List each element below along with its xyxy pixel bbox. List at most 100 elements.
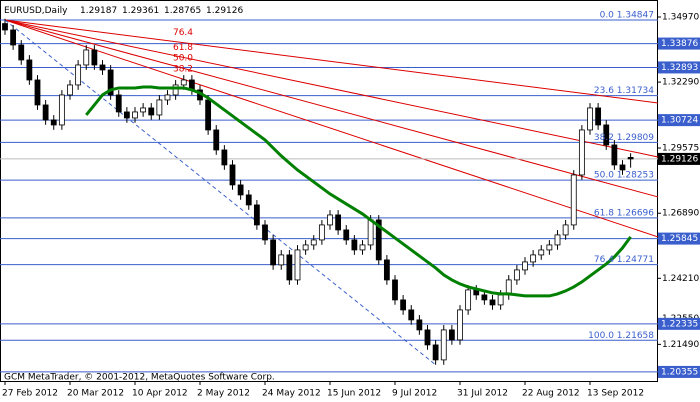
candle-body <box>570 174 577 226</box>
candle-body <box>67 84 73 96</box>
candle-body <box>115 94 122 113</box>
fan-line <box>4 19 659 104</box>
plot-frame <box>0 0 658 382</box>
candle-body <box>424 329 431 346</box>
candle-body <box>546 244 553 251</box>
candle-body <box>554 234 561 246</box>
price-box-label: 1.22335 <box>661 319 698 329</box>
candle-body <box>221 149 228 166</box>
x-tick-label: 9 Jul 2012 <box>392 389 437 399</box>
y-tick-label: 1.34970 <box>662 12 699 22</box>
y-tick-label: 1.24210 <box>662 274 699 284</box>
candle-body <box>351 239 358 251</box>
candle-body <box>262 224 268 241</box>
candle-body <box>603 124 610 146</box>
candle-body <box>205 99 212 131</box>
header: EURUSD,Daily 1.29187 1.29361 1.28765 1.2… <box>4 6 243 16</box>
fan-line <box>4 19 659 158</box>
candle-body <box>400 299 407 311</box>
fibo-label: 23.6 1.31734 <box>594 86 654 96</box>
candle-body <box>180 79 187 86</box>
x-tick-label: 20 Mar 2012 <box>67 389 124 399</box>
candle-body <box>278 254 285 266</box>
price-box-label: 1.20355 <box>661 367 698 377</box>
price-box-label: 1.33876 <box>661 39 698 49</box>
candle-body <box>489 299 496 306</box>
candle-body <box>91 49 98 66</box>
close-value: 1.29126 <box>206 6 243 16</box>
candle-body <box>50 119 57 126</box>
x-tick-label: 2 May 2012 <box>197 389 250 399</box>
fan-line <box>4 19 659 198</box>
candle-body <box>302 244 309 251</box>
candle-body <box>237 184 244 196</box>
y-tick-label: 1.29575 <box>662 144 699 154</box>
candle-body <box>83 49 90 66</box>
candle-body <box>34 79 41 106</box>
candle-body <box>595 107 602 126</box>
candle-body <box>530 254 537 263</box>
candle-body <box>587 107 593 131</box>
high-value: 1.29361 <box>122 6 159 16</box>
moving-average <box>85 85 632 298</box>
candle-body <box>270 239 277 266</box>
current-price-box <box>658 152 700 165</box>
fibo-label: 61.8 1.26696 <box>594 208 654 218</box>
candle-body <box>627 157 634 160</box>
candle-body <box>253 204 260 226</box>
candle-body <box>156 99 163 116</box>
price-box-label: 1.30724 <box>661 116 698 126</box>
candle-body <box>42 104 49 121</box>
candle-body <box>432 344 439 361</box>
x-tick-label: 31 Jul 2012 <box>457 389 508 399</box>
fan-label: 38.2 <box>173 65 193 75</box>
candle-body <box>440 329 447 361</box>
candle-body <box>26 59 33 81</box>
candle-body <box>245 194 252 206</box>
candle-body <box>578 129 585 176</box>
price-box <box>658 37 700 50</box>
candle-body <box>123 111 130 119</box>
candle-body <box>294 249 301 281</box>
x-tick-label: 27 Feb 2012 <box>2 389 58 399</box>
candle-body <box>416 319 423 331</box>
low-value: 1.28765 <box>164 6 201 16</box>
candle-body <box>107 69 114 96</box>
candle-body <box>286 254 293 281</box>
candle-body <box>359 244 366 251</box>
price-box <box>658 317 700 330</box>
candle-body <box>18 44 25 61</box>
y-tick-label: 1.26890 <box>662 209 699 219</box>
candle-body <box>392 279 398 301</box>
y-tick-label: 1.21490 <box>662 340 699 350</box>
candle-body <box>611 144 618 166</box>
candle-body <box>148 107 155 116</box>
candle-body <box>229 164 236 186</box>
y-tick-label: 1.32290 <box>662 78 699 88</box>
candle-body <box>99 64 106 71</box>
candle-body <box>522 261 528 271</box>
candle-body <box>448 329 455 341</box>
price-box <box>658 114 700 127</box>
watermark: GCM MetaTrader, © 2001-2012, MetaQuotes … <box>4 373 275 383</box>
fibo-label: 0.0 1.34847 <box>600 10 654 20</box>
fibo-label: 76.4 1.24771 <box>594 255 654 265</box>
price-box <box>658 232 700 245</box>
candle-body <box>383 259 390 281</box>
candle-body <box>375 219 382 261</box>
candle-body <box>408 309 415 321</box>
candle-body <box>327 214 333 226</box>
x-tick-label: 15 Jun 2012 <box>327 389 381 399</box>
candle-body <box>310 239 317 246</box>
candle-body <box>513 269 520 281</box>
candle-body <box>132 111 138 119</box>
candle-body <box>497 294 504 306</box>
fan-label: 50.0 <box>173 54 193 64</box>
symbol: EURUSD,Daily <box>4 6 68 16</box>
current-price-label: 1.29126 <box>661 154 698 164</box>
candle-body <box>465 289 472 311</box>
fibo-label: 50.0 1.28253 <box>594 171 654 181</box>
open-value: 1.29187 <box>80 6 117 16</box>
candle-body <box>318 224 325 241</box>
x-tick-label: 10 Apr 2012 <box>132 389 188 399</box>
